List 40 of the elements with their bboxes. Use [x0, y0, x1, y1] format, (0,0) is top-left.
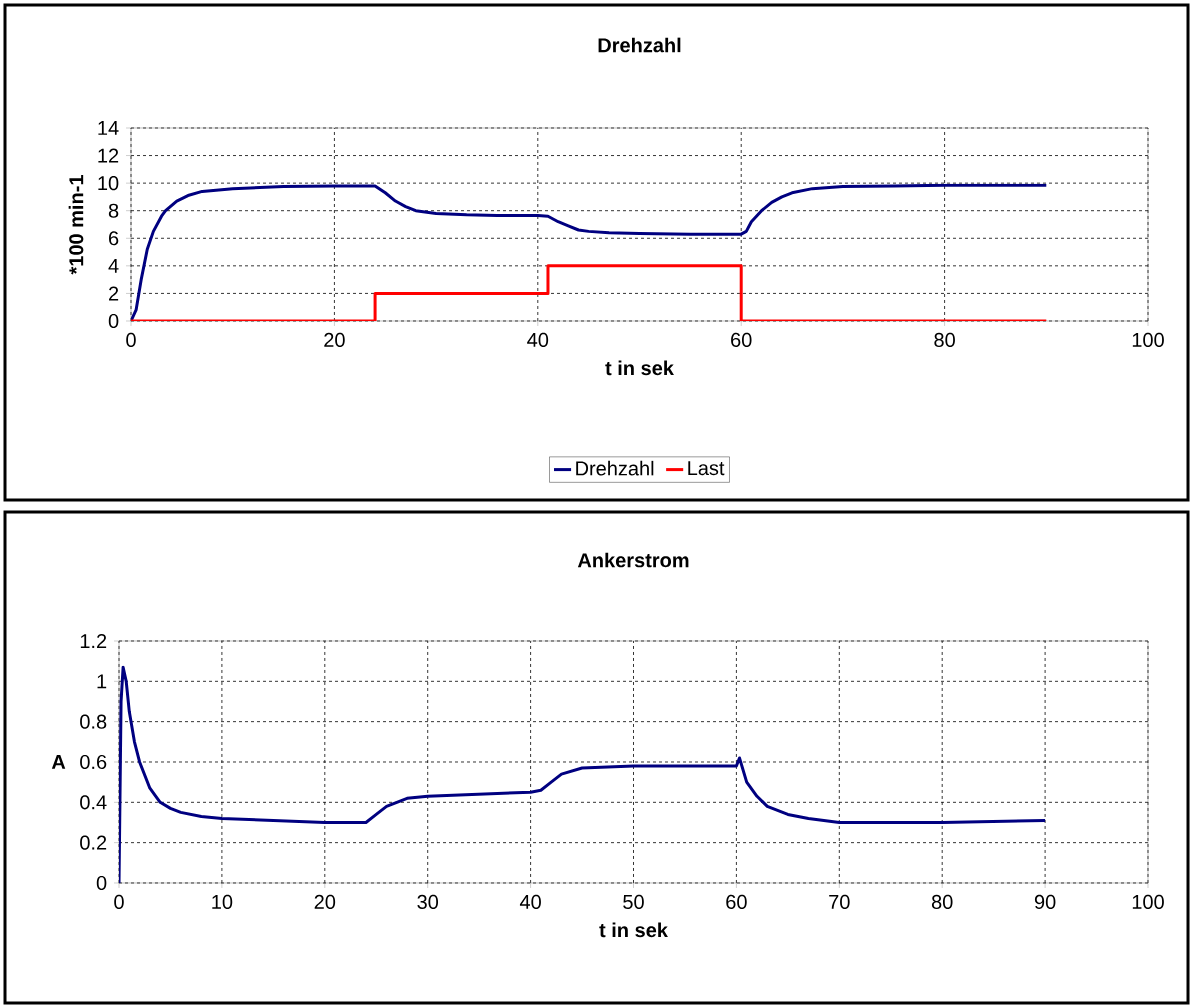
line-series: [131, 183, 1048, 321]
x-tick-label: 30: [417, 894, 439, 909]
y-tick-label: 12: [98, 148, 119, 163]
y-tick-label: 1.2: [80, 634, 107, 648]
x-tick-label: 50: [623, 894, 644, 909]
x-tick-label: 80: [934, 332, 955, 347]
x-tick-label: 100: [1132, 894, 1164, 909]
y-tick-label: 0.8: [80, 714, 107, 729]
y-tick-label: 2: [109, 286, 119, 301]
y-tick-label: 4: [108, 258, 119, 273]
x-tick-label: 20: [314, 894, 336, 909]
x-tick-label: 80: [931, 894, 953, 909]
chart-title: Ankerstrom: [577, 552, 689, 568]
y-tick-label: 6: [109, 231, 119, 246]
y-tick-label: 0.6: [80, 754, 107, 770]
y-tick-label: 1: [97, 674, 107, 689]
x-tick-label: 90: [1034, 894, 1056, 909]
y-tick-label: 14: [98, 121, 119, 135]
y-axis-title: *100 min-1: [68, 175, 84, 275]
y-tick-label: 10: [98, 176, 119, 191]
x-tick-label: 60: [731, 332, 752, 347]
x-axis-title: t in sek: [605, 360, 674, 376]
legend-label: Last: [688, 461, 725, 476]
y-tick-label: 8: [108, 203, 119, 218]
x-tick-label: 10: [212, 894, 233, 909]
y-tick-label: 0.4: [80, 795, 107, 810]
y-axis-title: A: [51, 755, 66, 769]
chart-title: Drehzahl: [598, 37, 681, 53]
legend-label: Drehzahl: [576, 460, 654, 476]
x-tick-label: 20: [324, 332, 345, 347]
y-tick-label: 0.2: [80, 835, 107, 850]
x-tick-label: 40: [527, 332, 549, 347]
y-tick-label: 0: [108, 313, 119, 329]
x-tick-label: 0: [126, 332, 136, 347]
x-tick-label: 100: [1132, 332, 1164, 347]
x-axis-title: t in sek: [599, 922, 668, 938]
y-tick-label: 0: [96, 875, 107, 891]
x-tick-label: 70: [829, 894, 850, 909]
x-tick-label: 40: [519, 894, 541, 909]
x-tick-label: 60: [726, 894, 747, 909]
